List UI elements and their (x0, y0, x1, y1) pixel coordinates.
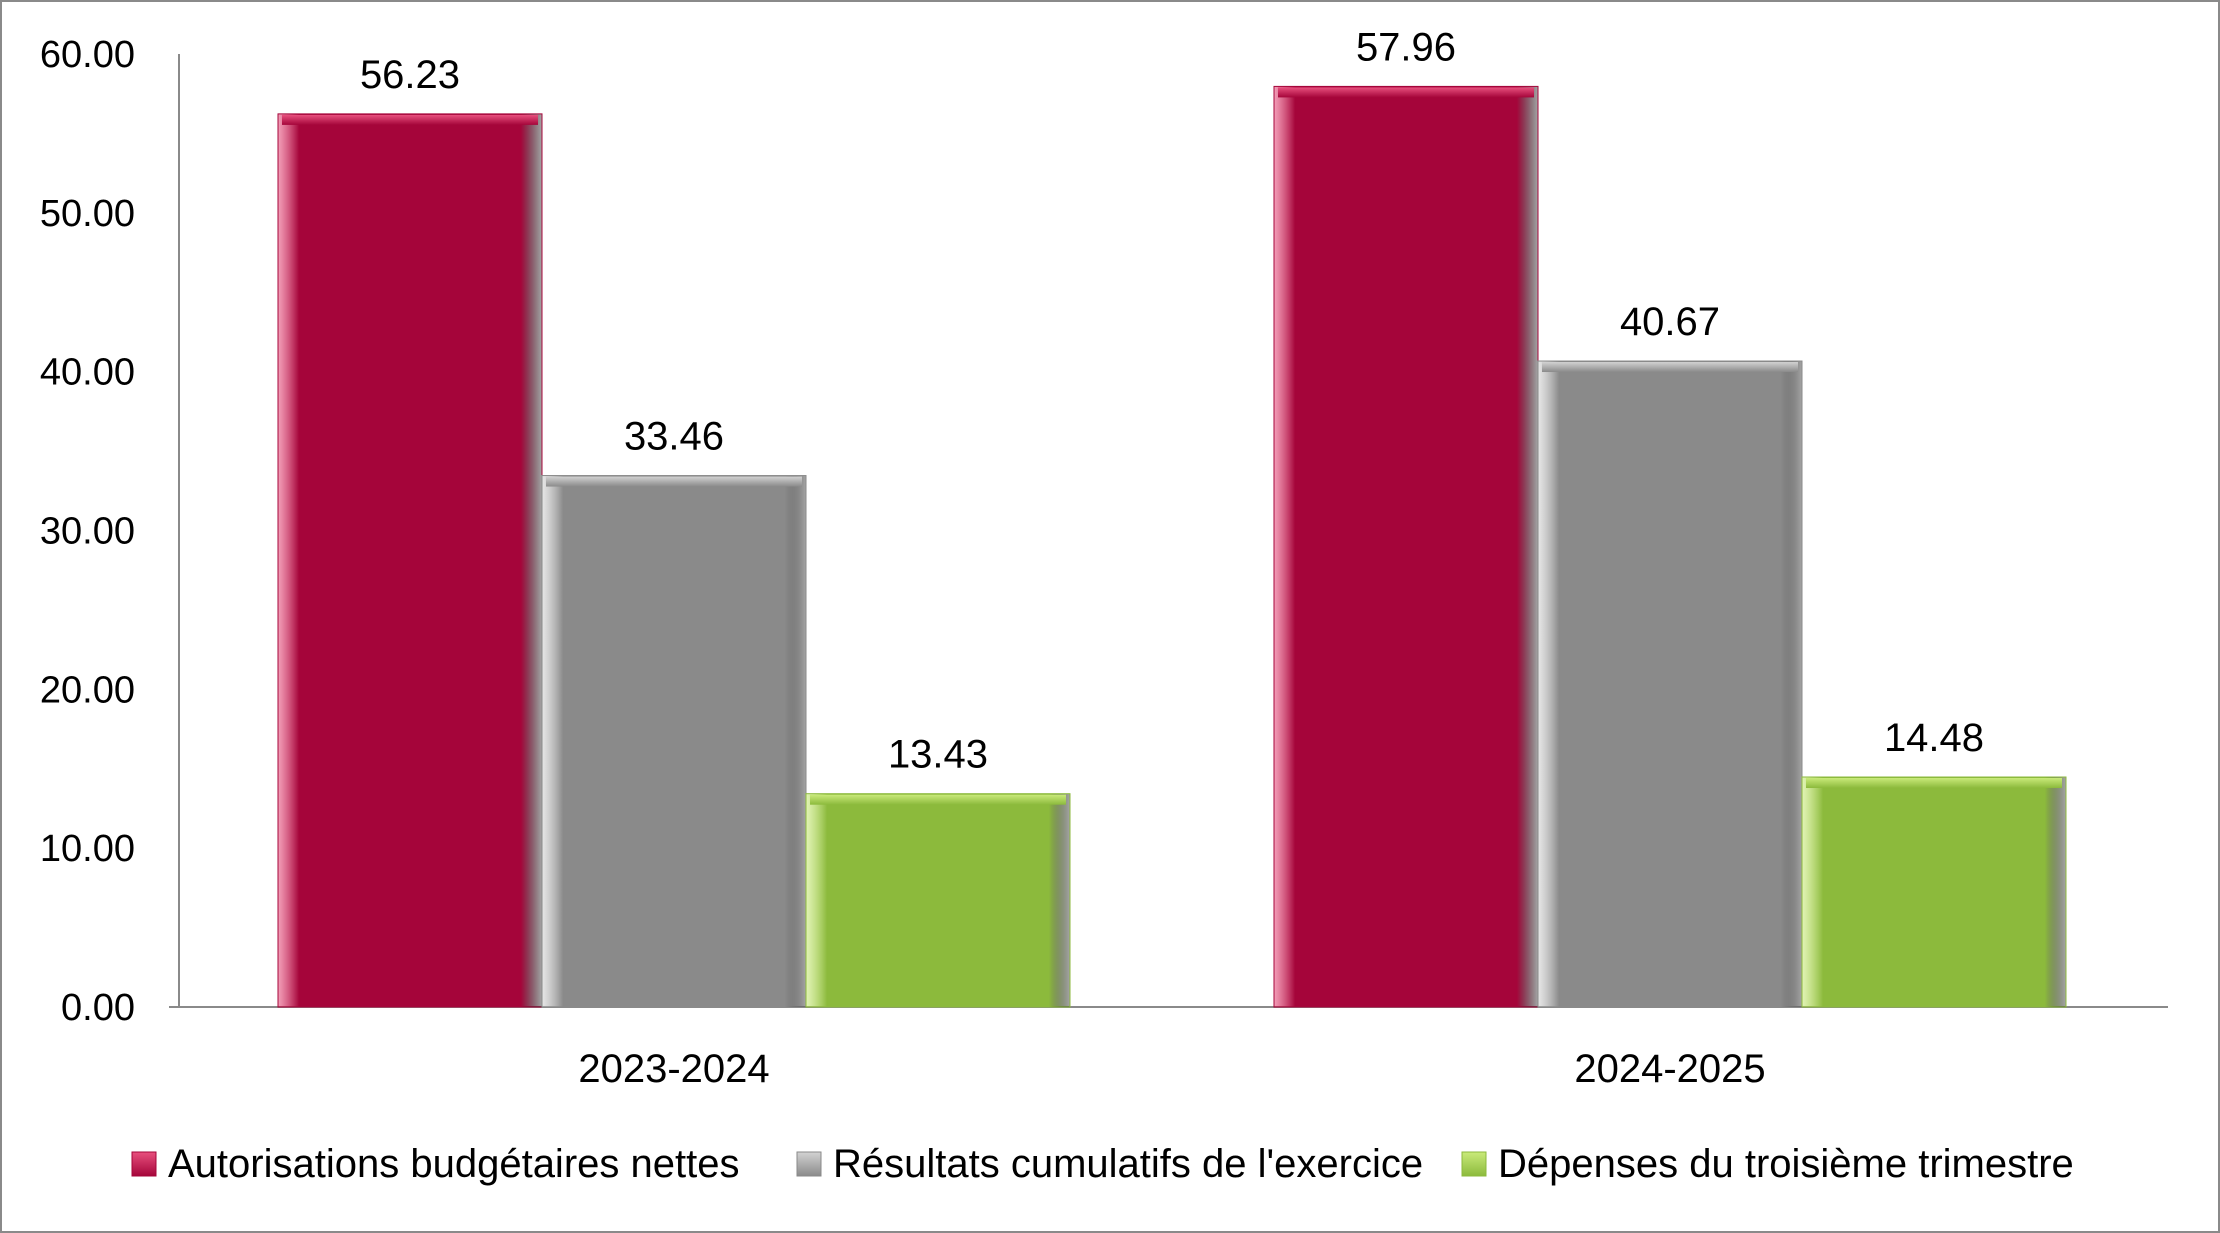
data-labels: 56.23 33.46 13.43 57.96 40.67 14.48 (360, 25, 1984, 776)
bar-1-2023-2024 (277, 113, 543, 1008)
bar-bevel (810, 794, 1066, 805)
legend-label: Résultats cumulatifs de l'exercice (833, 1142, 1423, 1186)
y-tick-label: 40.00 (40, 352, 135, 394)
x-category-label: 2024-2025 (1574, 1047, 1765, 1091)
bar-3-2023-2024 (805, 793, 1071, 1008)
data-label: 57.96 (1356, 25, 1456, 69)
category-labels: 2023-2024 2024-2025 (578, 1047, 1765, 1091)
y-tick-label: 20.00 (40, 669, 135, 711)
legend: Autorisations budgétaires nettes Résultat… (131, 1142, 2074, 1186)
legend-label: Autorisations budgétaires nettes (168, 1142, 739, 1186)
legend-swatch (131, 1151, 157, 1177)
bar-1-2024-2025 (1273, 85, 1539, 1008)
bar-bevel (1542, 362, 1798, 373)
data-label: 14.48 (1884, 716, 1984, 760)
data-label: 40.67 (1620, 300, 1720, 344)
data-label: 33.46 (624, 415, 724, 459)
legend-label: Dépenses du troisième trimestre (1498, 1142, 2074, 1186)
bar-2-2023-2024 (541, 475, 807, 1008)
bar-3-2024-2025 (1801, 776, 2067, 1008)
bars (277, 85, 2067, 1008)
bar-bevel (1806, 778, 2062, 789)
legend-swatch (1461, 1151, 1487, 1177)
y-tick-label: 10.00 (40, 828, 135, 870)
bar-bevel (1278, 87, 1534, 98)
y-tick-label: 30.00 (40, 511, 135, 553)
y-tick-label: 0.00 (61, 987, 135, 1029)
data-label: 13.43 (888, 733, 988, 777)
x-category-label: 2023-2024 (578, 1047, 769, 1091)
data-label: 56.23 (360, 53, 460, 97)
bar-2-2024-2025 (1537, 360, 1803, 1008)
y-tick-label: 50.00 (40, 193, 135, 235)
y-axis-ticks: 0.00 10.00 20.00 30.00 40.00 50.00 60.00 (40, 34, 135, 1029)
bar-bevel (546, 476, 802, 487)
y-tick-label: 60.00 (40, 34, 135, 76)
bar-bevel (282, 114, 538, 125)
legend-swatch (796, 1151, 822, 1177)
